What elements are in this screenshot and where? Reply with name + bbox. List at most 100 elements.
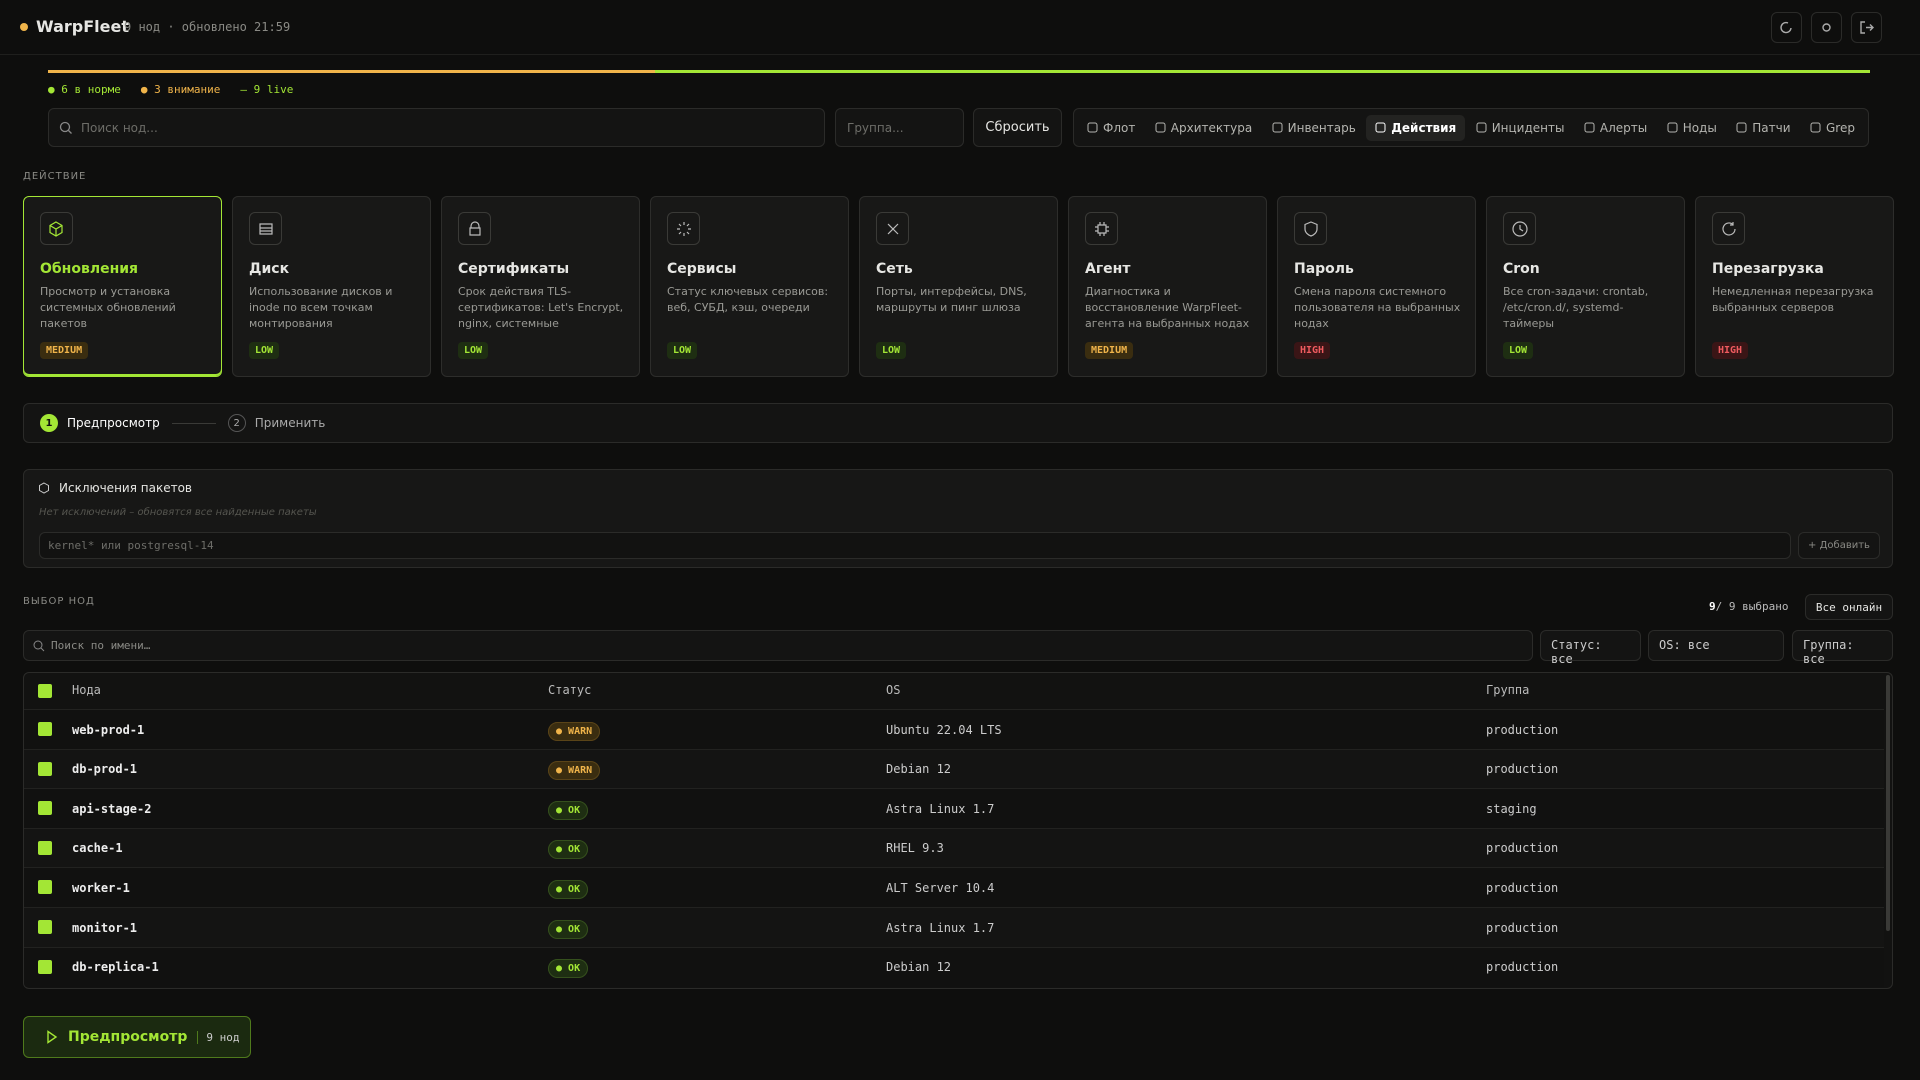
- status-badge: ● OK: [548, 800, 589, 820]
- status-cell: ● WARN: [548, 721, 601, 741]
- placeholder: Поиск по имени…: [51, 639, 151, 652]
- checkbox[interactable]: [38, 840, 52, 855]
- os: RHEL 9.3: [886, 841, 944, 856]
- card-desc: Использование дисков и inode по всем точ…: [249, 285, 393, 330]
- node-search[interactable]: Поиск по имени…: [23, 630, 1533, 661]
- table-header: Нода Статус OS Группа: [24, 673, 1884, 709]
- action-card[interactable]: Перезагрузка Немедленная перезагрузка выб…: [1695, 196, 1894, 377]
- refresh-button[interactable]: [1771, 12, 1802, 43]
- card-desc: Статус ключевых сервисов: веб, СУБД, кэш…: [667, 285, 829, 314]
- node-name: worker-1: [72, 880, 130, 895]
- action-card[interactable]: Диск Использование дисков и inode по всем…: [232, 196, 431, 377]
- action-card[interactable]: Сертификаты Срок действия TLS-сертификато…: [441, 196, 640, 377]
- filter-select[interactable]: Группа: все: [1792, 630, 1893, 666]
- group-input[interactable]: Группа...: [835, 108, 964, 147]
- all-online-button[interactable]: Все онлайн: [1805, 594, 1893, 620]
- risk-badge: LOW: [876, 342, 907, 359]
- package-input[interactable]: kernel* или postgresql-14: [39, 532, 1791, 559]
- header: WarpFleet 9 нод · обновлено 21:59: [0, 0, 1920, 55]
- nav-tab[interactable]: Патчи: [1727, 115, 1799, 141]
- table-row[interactable]: cache-1 ● OK RHEL 9.3 production: [24, 827, 1884, 868]
- nav-tab[interactable]: Инциденты: [1467, 115, 1574, 141]
- ok-count: 6: [61, 83, 68, 96]
- table-row[interactable]: web-prod-1 ● WARN Ubuntu 22.04 LTS producti…: [24, 709, 1884, 749]
- nav-tab[interactable]: Действия: [1366, 114, 1466, 141]
- checkbox[interactable]: [38, 722, 52, 736]
- checkbox: [38, 684, 52, 698]
- group: production: [1486, 960, 1559, 975]
- meta: 9 нод · обновлено 21:59: [124, 20, 291, 34]
- node-name: web-prod-1: [72, 722, 145, 737]
- placeholder: Поиск нод...: [81, 121, 158, 135]
- nodes-table: Нода Статус OS Группа web-prod-1 ● WARN Ubuntu…: [23, 672, 1893, 989]
- step-label: Предпросмотр: [67, 416, 160, 430]
- live-label: live: [266, 83, 294, 96]
- checkbox[interactable]: [38, 761, 52, 776]
- section-label: ДЕЙСТВИЕ: [23, 171, 87, 182]
- node-name: cache-1: [72, 841, 123, 856]
- nav-tab[interactable]: Архитектура: [1146, 115, 1261, 141]
- status-text: WARN: [568, 725, 593, 737]
- tab-label: Действия: [1391, 120, 1457, 135]
- reset-button[interactable]: Сбросить: [973, 108, 1062, 147]
- action-card[interactable]: Пароль Смена пароля системного пользовате…: [1277, 196, 1476, 377]
- action-card[interactable]: Обновления Просмотр и установка системных…: [23, 196, 222, 377]
- status-cell: ● WARN: [548, 761, 601, 781]
- os: Debian 12: [886, 762, 952, 777]
- status-badge: ● WARN: [548, 761, 601, 781]
- status-badge: ● OK: [548, 959, 589, 979]
- status-badge: ● OK: [548, 919, 589, 939]
- card-title: Перезагрузка: [1712, 261, 1824, 277]
- action-card[interactable]: Сеть Порты, интерфейсы, DNS, маршруты и п…: [859, 196, 1058, 377]
- nav-tabs: Флот Архитектура Инвентарь Действия Инцидент…: [1073, 108, 1869, 147]
- risk-badge: HIGH: [1712, 342, 1749, 359]
- checkbox[interactable]: [38, 801, 52, 816]
- action-card[interactable]: Cron Все cron-задачи: crontab, /etc/cron.…: [1486, 196, 1685, 377]
- preview-button[interactable]: Предпросмотр 9 нод: [23, 1016, 251, 1058]
- add-button[interactable]: + Добавить: [1798, 532, 1880, 559]
- checkbox[interactable]: [38, 880, 52, 895]
- column-header: Статус: [548, 683, 592, 697]
- nav-tab[interactable]: Алерты: [1575, 115, 1656, 141]
- search-input[interactable]: Поиск нод...: [48, 108, 825, 147]
- nav-tab[interactable]: Grep: [1801, 115, 1864, 141]
- table-row[interactable]: monitor-1 ● OK Astra Linux 1.7 production: [24, 907, 1884, 947]
- column-header: Нода: [72, 683, 101, 697]
- card-desc: Просмотр и установка системных обновлени…: [40, 285, 176, 330]
- filter-select[interactable]: OS: все: [1648, 630, 1784, 661]
- logout-button[interactable]: [1851, 12, 1882, 43]
- filter-select[interactable]: Статус: все: [1540, 630, 1641, 666]
- card-icon: [1294, 212, 1327, 245]
- ok-label: в норме: [74, 83, 121, 96]
- card-desc: Немедленная перезагрузка выбранных серве…: [1712, 285, 1874, 314]
- theme-button[interactable]: [1811, 12, 1842, 43]
- table-row[interactable]: worker-1 ● OK ALT Server 10.4 production: [24, 867, 1884, 908]
- card-icon: [876, 212, 909, 245]
- checkbox[interactable]: [38, 920, 52, 934]
- table-row[interactable]: api-stage-2 ● OK Astra Linux 1.7 staging: [24, 788, 1884, 829]
- ok-portion: [655, 70, 1870, 73]
- os: Ubuntu 22.04 LTS: [886, 722, 1002, 737]
- card-icon: [1085, 212, 1118, 245]
- tab-label: Grep: [1825, 120, 1855, 135]
- card-desc: Все cron-задачи: crontab, /etc/cron.d/, …: [1503, 285, 1649, 330]
- step-number: 2: [227, 414, 246, 432]
- node-name: monitor-1: [72, 920, 138, 935]
- column-header: Группа: [1486, 683, 1530, 697]
- status-cell: ● OK: [548, 800, 589, 820]
- nav-tab[interactable]: Инвентарь: [1263, 115, 1365, 141]
- action-card[interactable]: Агент Диагностика и восстановление WarpFl…: [1068, 196, 1267, 377]
- card-icon: [458, 212, 491, 245]
- card-icon: [1712, 212, 1745, 245]
- action-card[interactable]: Сервисы Статус ключевых сервисов: веб, СУ…: [650, 196, 849, 377]
- action-cards: Обновления Просмотр и установка системных…: [23, 196, 1894, 377]
- node-name: db-replica-1: [72, 960, 159, 975]
- nav-tab[interactable]: Ноды: [1658, 115, 1726, 141]
- table-row[interactable]: db-prod-1 ● WARN Debian 12 production: [24, 748, 1884, 789]
- risk-badge: MEDIUM: [1085, 342, 1134, 359]
- table-row[interactable]: db-replica-1 ● OK Debian 12 production: [24, 946, 1884, 987]
- nav-tab[interactable]: Флот: [1078, 115, 1144, 141]
- checkbox[interactable]: [38, 959, 52, 974]
- panel-title: Исключения пакетов: [59, 481, 192, 495]
